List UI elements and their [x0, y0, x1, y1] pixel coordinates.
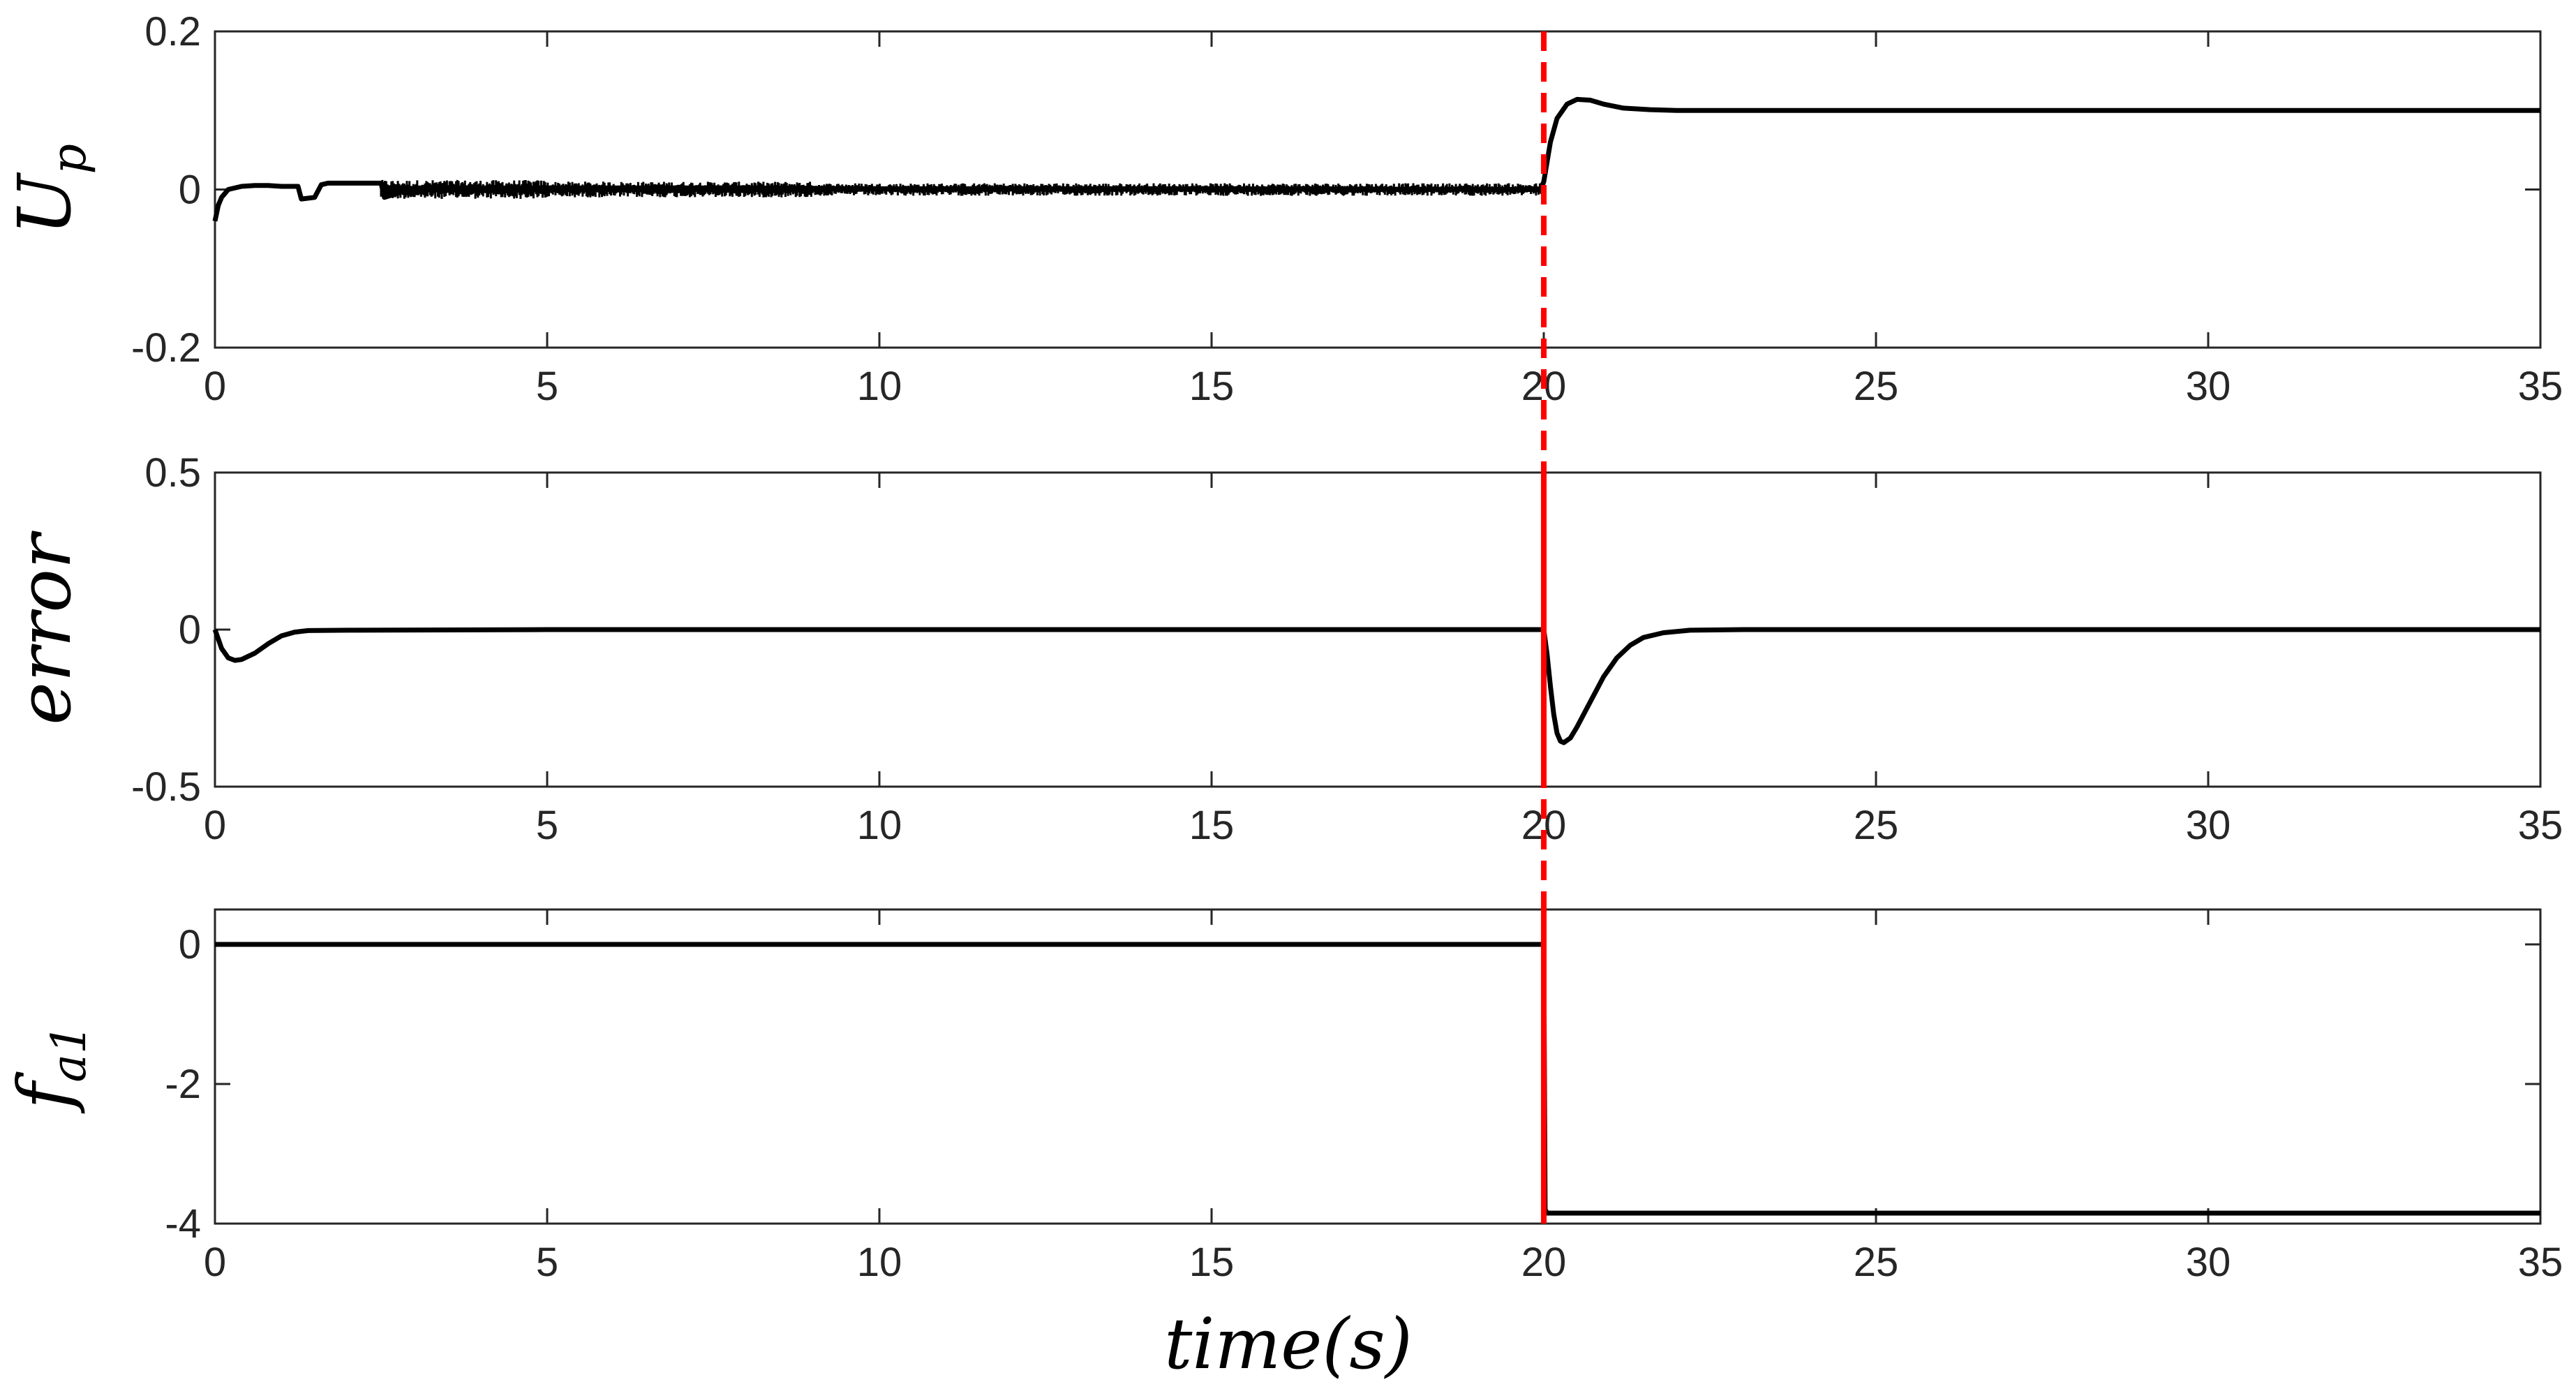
x-tick-label: 10 [857, 364, 902, 409]
y-axis-label: error [2, 530, 87, 725]
x-tick-label: 35 [2518, 803, 2563, 848]
x-tick-label: 30 [2186, 803, 2231, 848]
x-tick-label: 15 [1189, 803, 1235, 848]
x-tick-label: 0 [204, 1240, 226, 1285]
x-tick-label: 35 [2518, 364, 2563, 409]
x-tick-label: 5 [536, 803, 558, 848]
x-tick-label: 10 [857, 803, 902, 848]
y-tick-label: 0 [179, 607, 201, 653]
panel-fa1: 0 5 10 15 20 25 30 35 -4 -2 0 fa1 [2, 908, 2563, 1285]
y-axis-label-main: error [2, 530, 87, 725]
x-tick-label: 25 [1854, 803, 1899, 848]
x-axis-label: time(s) [1164, 1303, 1413, 1385]
x-tick-label: 5 [536, 364, 558, 409]
x-tick-label: 10 [857, 1240, 902, 1285]
plot-area [214, 908, 2542, 1225]
x-tick-label: 15 [1189, 1240, 1235, 1285]
y-tick-label: -0.5 [131, 764, 201, 810]
y-tick-label: -0.2 [131, 325, 201, 371]
y-tick-label: -4 [165, 1201, 201, 1247]
y-axis-label: fa1 [2, 1024, 97, 1114]
y-tick-label: 0.2 [144, 9, 201, 54]
y-axis-label-sub: p [42, 144, 97, 174]
y-tick-label: 0 [179, 168, 201, 213]
x-tick-label: 5 [536, 1240, 558, 1285]
y-tick-label: 0 [179, 922, 201, 967]
x-tick-label: 25 [1854, 1240, 1899, 1285]
x-tick-label: 20 [1521, 1240, 1567, 1285]
y-axis-label: Up [2, 144, 97, 235]
x-tick-label: 0 [204, 803, 226, 848]
series-line [212, 627, 2540, 745]
y-tick-label: -2 [165, 1062, 201, 1107]
x-tick-label: 30 [2186, 364, 2231, 409]
y-axis-label-main: U [2, 172, 87, 235]
x-tick-label: 15 [1189, 364, 1235, 409]
y-tick-label: 0.5 [144, 450, 201, 496]
x-tick-label: 0 [204, 364, 226, 409]
x-tick-label: 30 [2186, 1240, 2231, 1285]
series-line [212, 96, 2540, 222]
panel-up: 0 5 10 15 20 25 30 35-0.200.2Up [2, 9, 2563, 409]
x-tick-label: 35 [2518, 1240, 2563, 1285]
y-axis-label-sub: a1 [42, 1024, 97, 1083]
x-tick-label: 25 [1854, 364, 1899, 409]
